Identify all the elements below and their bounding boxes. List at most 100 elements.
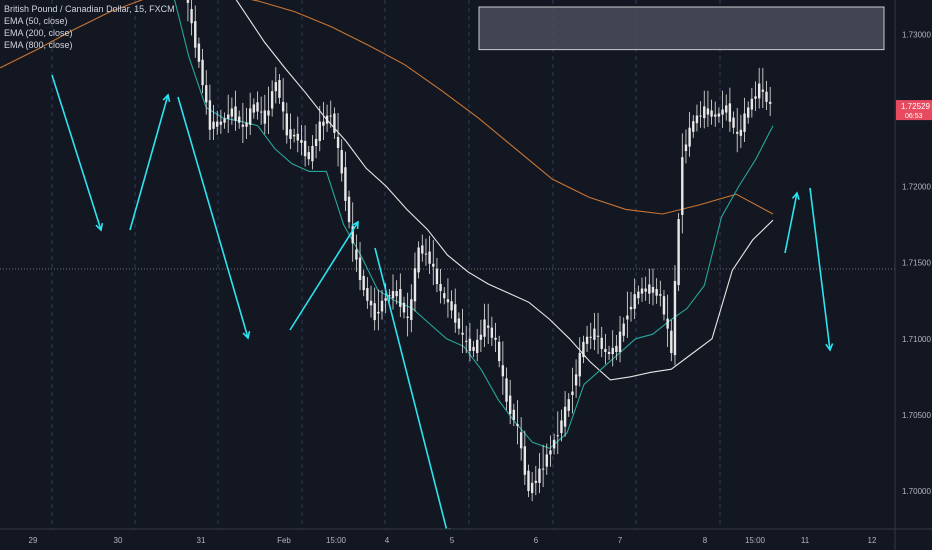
candle-body [443,293,446,299]
candle-body [439,284,442,292]
candle-body [684,144,688,152]
trend-arrow-head[interactable] [162,93,171,103]
candle-body [728,103,732,122]
candle-body [406,316,409,318]
candle-body [618,331,622,353]
candle-body [768,101,772,104]
trend-arrow-head[interactable] [791,191,800,200]
x-tick-label: 30 [114,536,123,545]
candle-body [567,399,570,411]
candle-body [333,113,336,133]
x-tick-label: 29 [29,536,38,545]
candle-body [703,106,706,119]
candle-body [300,139,303,143]
candle-body [622,323,625,336]
candle-body [421,245,424,254]
candle-body [692,121,695,132]
trend-arrow-head[interactable] [242,330,251,340]
candle-body [223,118,226,123]
trend-arrow-line[interactable] [289,221,359,331]
candle-body [296,133,299,141]
ema-800-legend[interactable]: EMA (800, close) [4,40,73,50]
trend-arrow-line[interactable] [784,192,798,254]
candle-body [358,257,362,281]
time-axis[interactable] [0,529,932,550]
candle-body [428,251,431,264]
candle-body [743,113,746,132]
candle-body [549,450,552,455]
candle-body [479,334,483,340]
candle-body [655,289,658,296]
symbol-title[interactable]: British Pound / Canadian Dollar, 15, FXC… [4,4,175,14]
trend-arrow-line[interactable] [374,247,449,536]
candle-body [659,294,662,296]
trend-arrow-line[interactable] [177,96,249,339]
candle-body [208,100,212,130]
candle-body [589,336,592,338]
candle-body [252,104,256,113]
chart-legend: British Pound / Canadian Dollar, 15, FXC… [4,3,175,51]
candle-body [721,109,724,115]
candle-body [322,121,325,126]
candle-body [391,291,395,299]
resistance-zone[interactable] [478,6,885,51]
candle-body [384,298,387,301]
candle-body [230,108,234,117]
trend-arrow-head[interactable] [825,343,834,352]
trend-arrow-line[interactable] [51,74,102,231]
trend-arrow-line[interactable] [809,187,831,351]
candle-body [739,129,743,136]
ema-50-legend[interactable]: EMA (50, close) [4,16,68,26]
ema-200-layer [235,0,774,381]
candle-body [497,341,501,362]
candle-body [695,115,699,124]
candle-body [541,468,545,470]
y-tick-label: 1.70000 [902,487,931,496]
candle-body [593,328,596,340]
price-axis[interactable] [895,0,932,550]
trend-arrow-line[interactable] [129,94,169,231]
candle-body [508,395,512,414]
x-tick-label: 8 [703,536,708,545]
ema-200-legend[interactable]: EMA (200, close) [4,28,73,38]
x-tick-label: 12 [868,536,877,545]
candle-body [490,327,494,338]
bar-countdown-label: 06:53 [905,113,923,120]
candle-body [604,348,607,352]
candle-body [505,378,508,402]
candle-body [754,96,757,99]
candle-body [465,340,468,342]
candle-body [344,167,347,201]
candle-body [454,304,457,323]
last-price-tag[interactable] [896,100,932,121]
trend-arrow-head[interactable] [351,220,359,230]
candle-body [699,115,702,117]
resistance-zone-rect[interactable] [478,6,885,51]
candle-body [270,91,274,109]
trend-arrow-head[interactable] [95,222,104,232]
candle-body [725,105,728,113]
candle-body [435,268,439,285]
candle-body [194,21,197,48]
price-layer [186,0,772,502]
trend-arrows[interactable] [51,74,834,537]
candle-body [366,288,369,301]
ema-800-layer [0,0,774,215]
candle-body [205,85,208,103]
x-tick-label: 11 [801,536,810,545]
candle-body [468,338,472,352]
candle-body [494,337,497,340]
candle-body [289,129,292,139]
candle-body [399,289,402,307]
candle-body [487,325,490,328]
y-tick-label: 1.71500 [902,259,931,268]
candle-body [615,345,618,353]
candle-body [259,111,263,113]
candle-body [585,336,589,344]
candle-body [424,253,428,255]
candle-body [717,113,721,117]
candle-body [476,339,479,354]
candle-body [633,294,636,309]
candle-body [651,287,655,293]
